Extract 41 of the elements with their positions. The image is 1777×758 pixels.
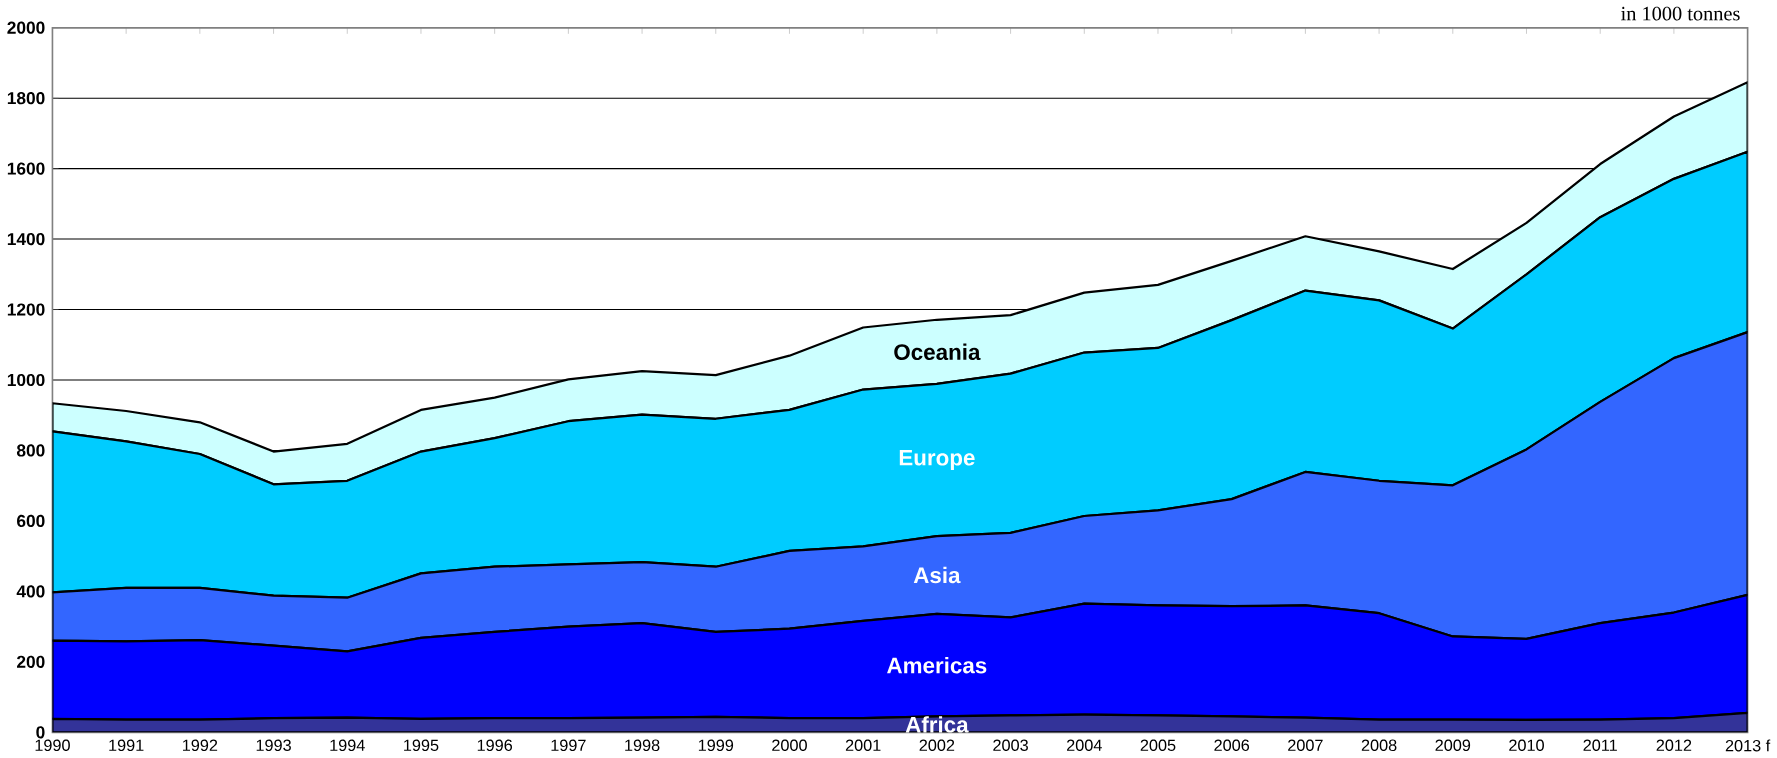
y-tick-label: 1800 — [7, 91, 45, 105]
y-tick-label: 600 — [17, 514, 45, 527]
x-tick-label: 2007 — [1288, 739, 1323, 751]
x-tick-label: 1991 — [109, 739, 144, 751]
y-tick-label: 0 — [36, 726, 45, 739]
x-tick-label: 2013 f — [1725, 739, 1771, 752]
x-tick-label: 1992 — [182, 739, 218, 751]
y-tick-label: 1600 — [7, 162, 45, 175]
x-tick-label: 2008 — [1361, 739, 1397, 751]
x-tick-label: 2004 — [1067, 739, 1102, 751]
x-tick-label: 2002 — [919, 739, 955, 751]
series-label: Africa — [905, 716, 969, 733]
x-tick-label: 1997 — [551, 739, 586, 751]
text: in 1000 tonnes — [1621, 6, 1740, 21]
y-tick-label: 200 — [17, 655, 45, 668]
x-tick-label: 1996 — [477, 739, 513, 751]
x-tick-label: 2011 — [1583, 739, 1617, 751]
series-label: Oceania — [894, 343, 981, 360]
x-tick-label: 2012 — [1656, 739, 1692, 751]
x-tick-label: 2000 — [772, 739, 807, 751]
y-tick-label: 400 — [16, 585, 45, 598]
x-tick-label: 1994 — [330, 739, 365, 751]
x-tick-label: 1993 — [256, 739, 291, 751]
x-tick-label: 2010 — [1509, 739, 1544, 751]
y-tick-label: 1400 — [7, 232, 45, 246]
y-tick-label: 800 — [16, 444, 45, 457]
y-tick-label: 1000 — [7, 373, 45, 387]
series-label: Americas — [887, 656, 987, 674]
x-tick-label: 2006 — [1214, 739, 1250, 751]
x-tick-label: 2005 — [1140, 739, 1176, 751]
series-label: Asia — [913, 566, 961, 584]
x-tick-label: 1990 — [35, 739, 70, 751]
x-tick-label: 1995 — [404, 739, 439, 751]
x-tick-label: 1999 — [698, 739, 734, 751]
series-label: Europe — [899, 449, 975, 470]
y-tick-label: 2000 — [7, 21, 45, 34]
x-tick-label: 2003 — [993, 739, 1028, 751]
x-tick-label: 1998 — [625, 739, 660, 751]
x-tick-label: 2009 — [1435, 739, 1471, 751]
x-tick-label: 2001 — [845, 739, 881, 751]
y-tick-label: 1200 — [7, 303, 45, 316]
